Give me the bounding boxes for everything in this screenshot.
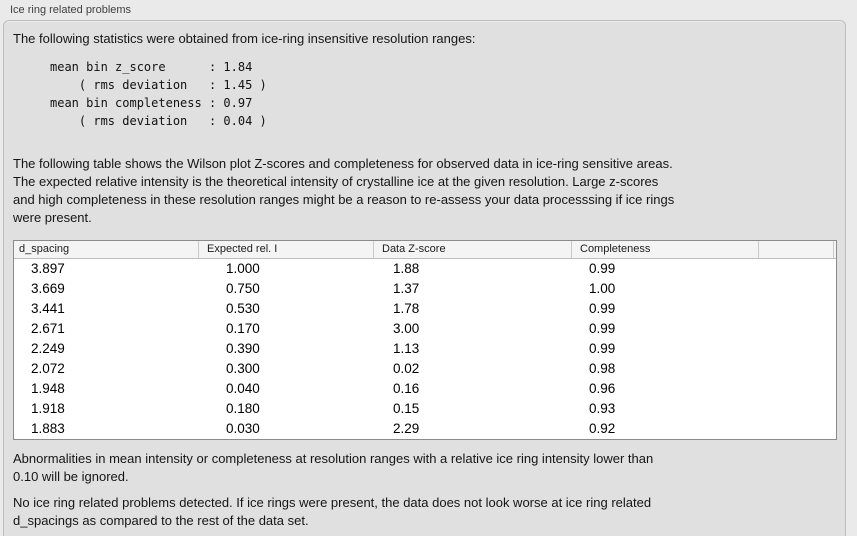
cell-d-spacing: 3.669	[31, 281, 65, 296]
cell-expected-rel-i: 0.390	[226, 341, 260, 356]
cell-data-z-score: 1.37	[393, 281, 420, 296]
cell-data-z-score: 1.13	[393, 341, 420, 356]
cell-empty	[758, 419, 836, 439]
cell-completeness: 0.96	[589, 381, 616, 396]
cell-empty	[758, 259, 836, 279]
table-row[interactable]: 3.897 1.000 1.88 0.99	[14, 259, 836, 279]
stats-intro-text: The following statistics were obtained f…	[13, 31, 476, 46]
cell-d-spacing: 2.671	[31, 321, 65, 336]
cell-completeness: 0.99	[589, 321, 616, 336]
cell-empty	[758, 339, 836, 359]
panel-title: Ice ring related problems	[10, 4, 132, 16]
cell-expected-rel-i: 0.030	[226, 421, 260, 436]
cell-data-z-score: 1.78	[393, 301, 420, 316]
cell-d-spacing: 1.883	[31, 421, 65, 436]
table-row[interactable]: 2.249 0.390 1.13 0.99	[14, 339, 836, 359]
cell-data-z-score: 0.02	[393, 361, 420, 376]
cell-completeness: 0.99	[589, 261, 616, 276]
table-header-row: d_spacing Expected rel. I Data Z-score C…	[14, 241, 836, 259]
ice-ring-stats-block: mean bin z_score : 1.84 ( rms deviation …	[50, 60, 267, 128]
cell-d-spacing: 2.249	[31, 341, 65, 356]
cell-d-spacing: 2.072	[31, 361, 65, 376]
cell-empty	[758, 299, 836, 319]
table-row[interactable]: 1.883 0.030 2.29 0.92	[14, 419, 836, 439]
cell-completeness: 0.92	[589, 421, 616, 436]
cell-d-spacing: 1.918	[31, 401, 65, 416]
cell-completeness: 1.00	[589, 281, 616, 296]
ignore-note-text: Abnormalities in mean intensity or compl…	[13, 451, 654, 484]
cell-expected-rel-i: 0.170	[226, 321, 260, 336]
cell-empty	[758, 379, 836, 399]
conclusion-text: No ice ring related problems detected. I…	[13, 495, 652, 528]
cell-expected-rel-i: 0.300	[226, 361, 260, 376]
column-header-empty[interactable]	[758, 241, 834, 258]
column-header-expected-rel-i[interactable]: Expected rel. I	[198, 241, 373, 258]
cell-completeness: 0.98	[589, 361, 616, 376]
cell-expected-rel-i: 0.750	[226, 281, 260, 296]
cell-expected-rel-i: 0.040	[226, 381, 260, 396]
cell-data-z-score: 0.15	[393, 401, 420, 416]
cell-data-z-score: 0.16	[393, 381, 420, 396]
table-row[interactable]: 2.072 0.300 0.02 0.98	[14, 359, 836, 379]
cell-empty	[758, 399, 836, 419]
table-description-text: The following table shows the Wilson plo…	[13, 156, 675, 225]
table-row[interactable]: 3.669 0.750 1.37 1.00	[14, 279, 836, 299]
cell-empty	[758, 359, 836, 379]
cell-empty	[758, 279, 836, 299]
cell-data-z-score: 2.29	[393, 421, 420, 436]
cell-d-spacing: 3.897	[31, 261, 65, 276]
cell-d-spacing: 1.948	[31, 381, 65, 396]
table-row[interactable]: 1.918 0.180 0.15 0.93	[14, 399, 836, 419]
cell-expected-rel-i: 1.000	[226, 261, 260, 276]
ice-ring-groupbox: The following statistics were obtained f…	[3, 20, 846, 536]
cell-completeness: 0.99	[589, 341, 616, 356]
cell-data-z-score: 3.00	[393, 321, 420, 336]
cell-empty	[758, 319, 836, 339]
table-row[interactable]: 2.671 0.170 3.00 0.99	[14, 319, 836, 339]
cell-expected-rel-i: 0.530	[226, 301, 260, 316]
column-header-data-z-score[interactable]: Data Z-score	[373, 241, 571, 258]
column-header-completeness[interactable]: Completeness	[571, 241, 758, 258]
column-header-d-spacing[interactable]: d_spacing	[19, 243, 70, 255]
table-row[interactable]: 1.948 0.040 0.16 0.96	[14, 379, 836, 399]
ice-ring-table: d_spacing Expected rel. I Data Z-score C…	[13, 240, 837, 440]
cell-completeness: 0.93	[589, 401, 616, 416]
cell-data-z-score: 1.88	[393, 261, 420, 276]
cell-completeness: 0.99	[589, 301, 616, 316]
table-row[interactable]: 3.441 0.530 1.78 0.99	[14, 299, 836, 319]
cell-expected-rel-i: 0.180	[226, 401, 260, 416]
cell-d-spacing: 3.441	[31, 301, 65, 316]
